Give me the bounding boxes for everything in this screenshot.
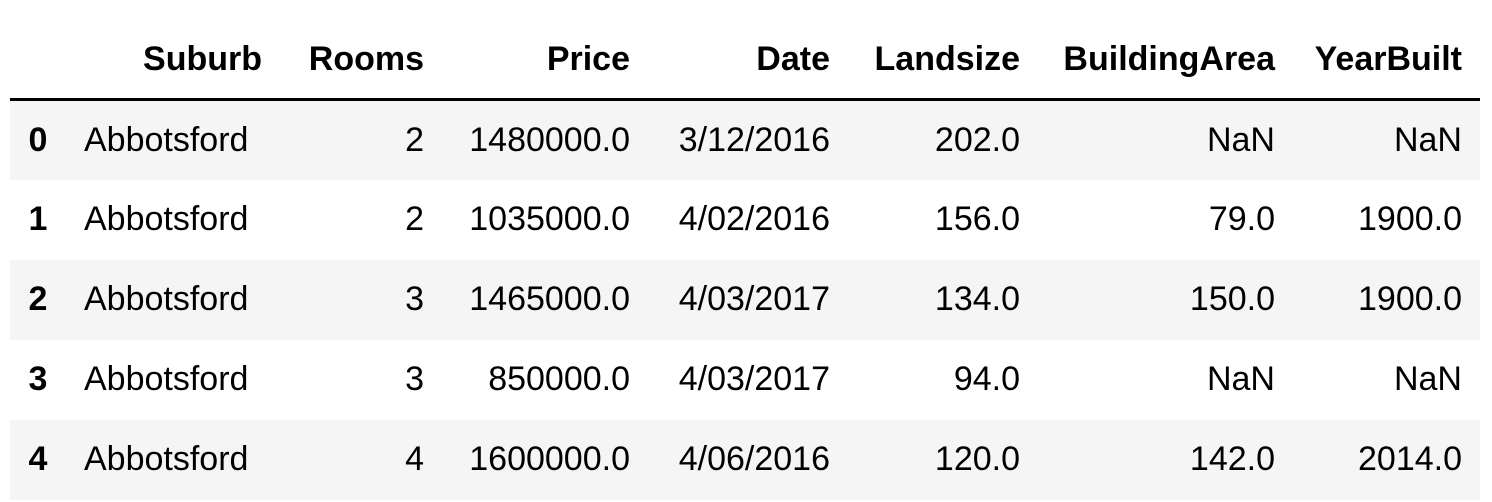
index-header xyxy=(10,20,66,101)
table-body: 0 Abbotsford 2 1480000.0 3/12/2016 202.0… xyxy=(10,99,1480,500)
cell-price: 1465000.0 xyxy=(469,280,630,318)
column-header-date: Date xyxy=(648,20,848,101)
cell-rooms: 3 xyxy=(405,280,424,318)
cell-suburb: Abbotsford xyxy=(84,200,249,238)
dataframe-output: Suburb Rooms Price Date Landsize Buildin… xyxy=(10,20,1480,500)
table-header: Suburb Rooms Price Date Landsize Buildin… xyxy=(10,20,1480,101)
cell-landsize: 94.0 xyxy=(953,360,1020,398)
dataframe-table: Suburb Rooms Price Date Landsize Buildin… xyxy=(10,20,1480,500)
cell-rooms: 3 xyxy=(405,360,424,398)
row-index: 0 xyxy=(28,120,48,159)
cell-year-built: 1900.0 xyxy=(1358,200,1462,238)
cell-price: 1600000.0 xyxy=(469,440,630,478)
cell-rooms: 2 xyxy=(405,200,424,238)
cell-landsize: 134.0 xyxy=(934,280,1020,318)
row-index: 4 xyxy=(28,440,48,478)
row-index: 3 xyxy=(28,360,48,398)
table-row: 4 Abbotsford 4 1600000.0 4/06/2016 120.0… xyxy=(10,419,1480,500)
cell-building-area: 150.0 xyxy=(1189,280,1275,318)
cell-price: 1035000.0 xyxy=(469,200,630,238)
cell-year-built: 1900.0 xyxy=(1358,280,1462,318)
header-row: Suburb Rooms Price Date Landsize Buildin… xyxy=(10,20,1480,101)
cell-suburb: Abbotsford xyxy=(84,280,249,318)
cell-landsize: 120.0 xyxy=(934,440,1020,478)
cell-date: 4/02/2016 xyxy=(678,200,830,238)
cell-building-area: NaN xyxy=(1206,360,1275,398)
row-index: 1 xyxy=(28,200,48,238)
cell-building-area: NaN xyxy=(1206,120,1275,159)
cell-price: 1480000.0 xyxy=(469,120,630,159)
cell-suburb: Abbotsford xyxy=(84,440,249,478)
cell-price: 850000.0 xyxy=(488,360,630,398)
table-row: 3 Abbotsford 3 850000.0 4/03/2017 94.0 N… xyxy=(10,339,1480,420)
table-row: 0 Abbotsford 2 1480000.0 3/12/2016 202.0… xyxy=(10,99,1480,180)
cell-date: 4/03/2017 xyxy=(678,360,830,398)
column-header-suburb: Suburb xyxy=(66,20,280,101)
cell-year-built: NaN xyxy=(1393,120,1462,159)
cell-date: 4/03/2017 xyxy=(678,280,830,318)
column-header-building-area: BuildingArea xyxy=(1038,20,1293,101)
cell-building-area: 79.0 xyxy=(1208,200,1275,238)
column-header-landsize: Landsize xyxy=(848,20,1038,101)
cell-year-built: NaN xyxy=(1393,360,1462,398)
cell-year-built: 2014.0 xyxy=(1358,440,1462,478)
cell-suburb: Abbotsford xyxy=(84,120,249,159)
cell-date: 3/12/2016 xyxy=(678,120,830,159)
column-header-price: Price xyxy=(442,20,648,101)
cell-landsize: 156.0 xyxy=(934,200,1020,238)
column-header-rooms: Rooms xyxy=(280,20,442,101)
cell-rooms: 4 xyxy=(405,440,424,478)
cell-landsize: 202.0 xyxy=(934,120,1020,159)
table-row: 2 Abbotsford 3 1465000.0 4/03/2017 134.0… xyxy=(10,259,1480,340)
cell-rooms: 2 xyxy=(405,120,424,159)
cell-building-area: 142.0 xyxy=(1189,440,1275,478)
cell-suburb: Abbotsford xyxy=(84,360,249,398)
table-row: 1 Abbotsford 2 1035000.0 4/02/2016 156.0… xyxy=(10,179,1480,260)
cell-date: 4/06/2016 xyxy=(678,440,830,478)
column-header-year-built: YearBuilt xyxy=(1293,20,1480,101)
row-index: 2 xyxy=(28,280,48,318)
